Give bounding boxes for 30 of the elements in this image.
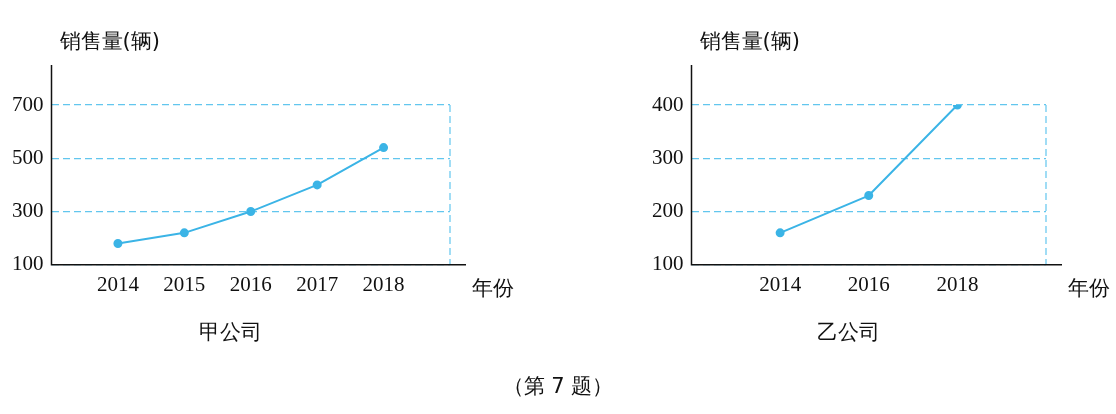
text: 甲公司	[197, 319, 263, 346]
x-tick-label: 2018	[936, 271, 979, 296]
point	[864, 191, 874, 201]
y-tick-label: 300	[652, 144, 684, 169]
x-tick-label: 2015	[163, 271, 206, 296]
x-tick-label: 2018	[362, 271, 405, 296]
y-tick-label: 100	[652, 251, 684, 276]
point	[312, 180, 322, 190]
y-axis-title: 销售量(辆)	[698, 28, 800, 53]
x-axis-title: 年份	[472, 275, 514, 300]
point	[379, 143, 389, 153]
y-tick-label: 300	[12, 198, 44, 223]
text: 乙公司	[815, 319, 881, 346]
y-tick-label: 500	[12, 144, 44, 169]
x-tick-label: 2016	[229, 271, 272, 296]
x-tick-label: 2014	[96, 271, 140, 296]
x-axis-title: 年份	[1068, 275, 1110, 300]
y-tick-label: 700	[12, 91, 44, 116]
point	[179, 228, 189, 238]
x-tick-label: 2017	[296, 271, 339, 296]
point	[246, 207, 256, 217]
point	[113, 238, 123, 248]
y-axis-title: 销售量(辆)	[58, 28, 160, 53]
point	[775, 228, 785, 238]
x-tick-label: 2014	[759, 271, 802, 296]
y-tick-label: 200	[652, 198, 684, 223]
text: （第 7 题）	[501, 373, 615, 400]
y-tick-label: 400	[652, 91, 684, 116]
x-tick-label: 2016	[847, 271, 890, 296]
y-tick-label: 100	[12, 251, 44, 276]
